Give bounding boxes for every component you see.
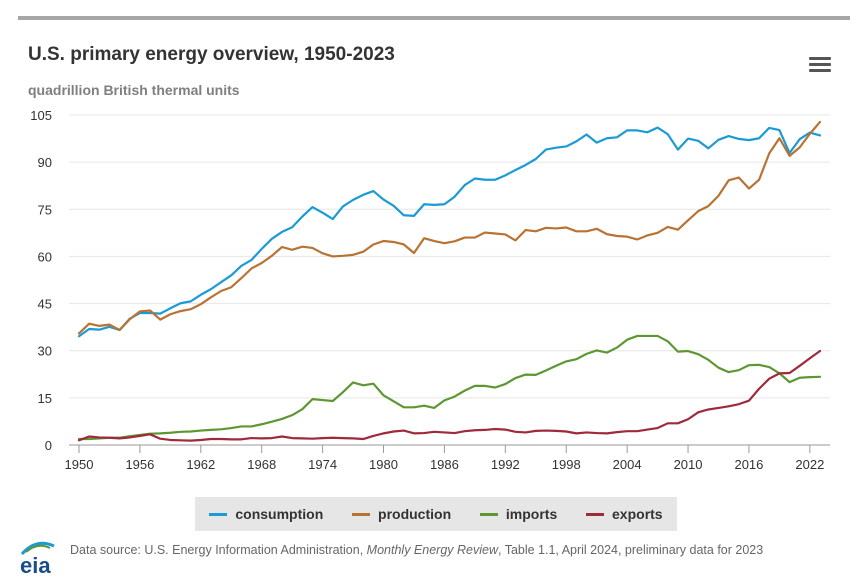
y-tick-label: 60 [38, 249, 52, 264]
y-tick-label: 105 [30, 108, 52, 123]
series-line-production [77, 120, 822, 335]
series-line-consumption [77, 126, 822, 338]
legend-item-production[interactable]: production [352, 506, 451, 522]
legend-item-consumption[interactable]: consumption [209, 506, 323, 522]
x-tick-label: 1962 [186, 457, 215, 472]
legend-label: consumption [235, 506, 324, 522]
legend-item-imports[interactable]: imports [479, 506, 558, 522]
y-tick-label: 90 [38, 155, 52, 170]
y-tick-label: 75 [38, 202, 52, 217]
x-tick-label: 1956 [125, 457, 154, 472]
series-line-imports [77, 334, 822, 441]
legend-label: exports [612, 506, 663, 522]
legend-swatch-exports [586, 512, 605, 516]
data-source-note: Data source: U.S. Energy Information Adm… [70, 543, 764, 557]
x-tick-label: 1998 [552, 457, 581, 472]
y-tick-label: 45 [38, 297, 52, 312]
series-line-exports [77, 349, 822, 442]
x-tick-label: 2004 [613, 457, 642, 472]
x-tick-label: 1974 [308, 457, 337, 472]
legend-label: production [378, 506, 452, 522]
x-tick-label: 1968 [247, 457, 276, 472]
legend-swatch-consumption [209, 512, 228, 516]
eia-logo-icon: eia [20, 541, 55, 578]
hamburger-menu-icon[interactable] [806, 54, 834, 80]
legend-swatch-production [352, 512, 371, 516]
x-tick-label: 1980 [369, 457, 398, 472]
x-tick-label: 2022 [795, 457, 824, 472]
x-tick-label: 1986 [430, 457, 459, 472]
x-tick-label: 2010 [674, 457, 703, 472]
chart-title: U.S. primary energy overview, 1950-2023 [28, 44, 395, 65]
x-tick-label: 2016 [734, 457, 763, 472]
legend: consumption production imports exports [195, 497, 677, 531]
y-tick-label: 30 [38, 344, 52, 359]
y-tick-label: 15 [38, 391, 52, 406]
top-border [18, 16, 850, 20]
y-tick-label: 0 [45, 438, 52, 453]
legend-item-exports[interactable]: exports [586, 506, 663, 522]
x-tick-label: 1950 [65, 457, 94, 472]
svg-text:eia: eia [20, 553, 51, 578]
chart-subtitle: quadrillion British thermal units [28, 82, 240, 98]
legend-swatch-imports [479, 512, 498, 516]
legend-label: imports [505, 506, 558, 522]
x-tick-label: 1992 [491, 457, 520, 472]
